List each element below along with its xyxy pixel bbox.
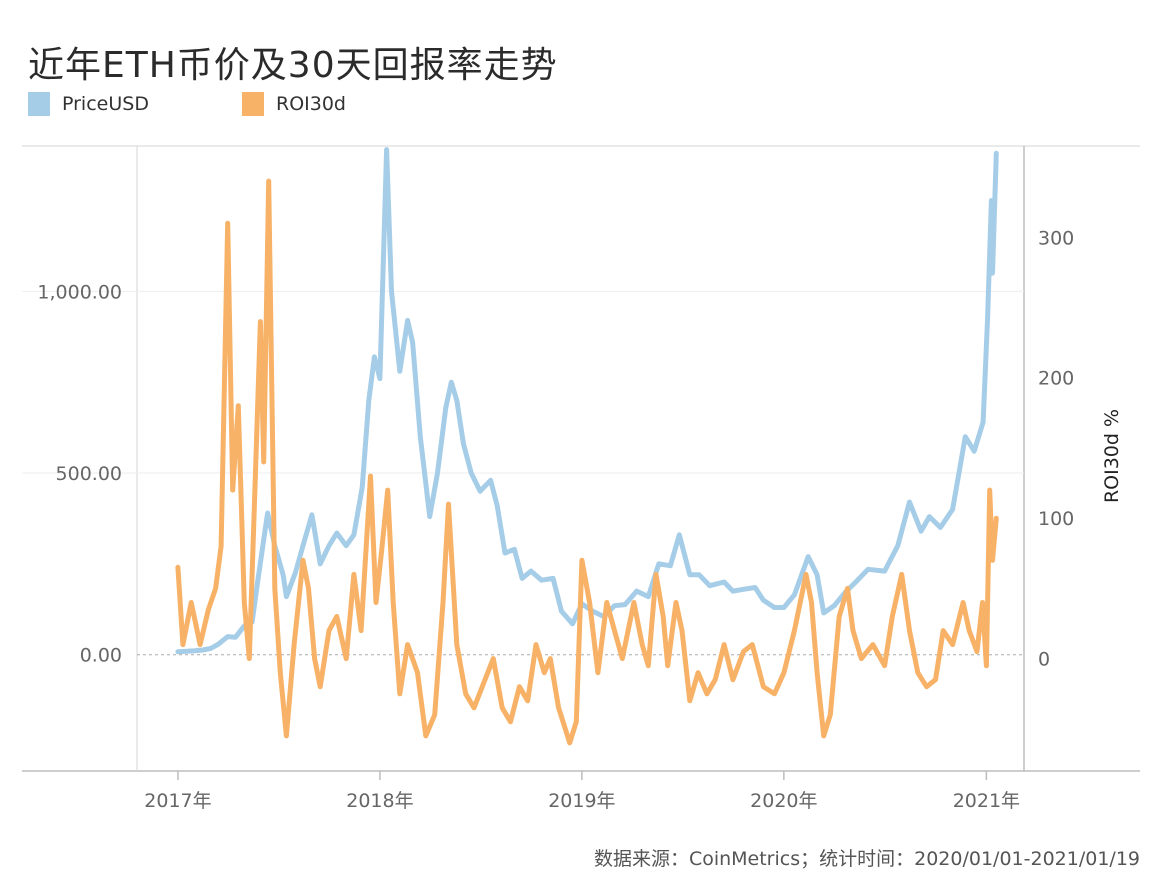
x-tick-label: 2019年 — [548, 790, 615, 812]
y-right-tick-label: 200 — [1038, 368, 1074, 390]
right-axis-title: ROI30d % — [1101, 409, 1123, 503]
legend-item-roi30d[interactable]: ROI30d — [242, 92, 346, 116]
y-right-tick-label: 0 — [1038, 649, 1050, 671]
y-left-tick-label: 500.00 — [56, 463, 122, 485]
series-line-priceusd[interactable] — [175, 147, 999, 655]
y-left-tick-label: 1,000.00 — [37, 281, 122, 303]
source-note: 数据来源：CoinMetrics；统计时间：2020/01/01-2021/01… — [593, 848, 1140, 870]
legend-swatch-priceusd — [28, 92, 50, 116]
x-tick-label: 2021年 — [953, 790, 1020, 812]
x-tick-label: 2017年 — [144, 790, 211, 812]
legend-label-roi30d: ROI30d — [276, 93, 346, 115]
x-tick-label: 2020年 — [750, 790, 817, 812]
y-right-tick-label: 300 — [1038, 227, 1074, 249]
y-right-tick-label: 100 — [1038, 508, 1074, 530]
x-tick-label: 2018年 — [346, 790, 413, 812]
legend-label-priceusd: PriceUSD — [62, 93, 149, 115]
chart-title: 近年ETH币价及30天回报率走势 — [28, 45, 558, 86]
label-layer: 1,000.00 500.00 0.00 300 200 100 0 2017年 2018年 20… — [37, 227, 1074, 812]
legend-item-priceusd[interactable]: PriceUSD — [28, 92, 149, 116]
grid-layer — [22, 290, 1024, 656]
y-left-tick-label: 0.00 — [80, 645, 122, 667]
legend-swatch-roi30d — [242, 92, 264, 116]
legend: PriceUSD ROI30d — [28, 92, 528, 122]
series-layer — [175, 147, 999, 746]
series-line-roi30d[interactable] — [175, 178, 999, 746]
